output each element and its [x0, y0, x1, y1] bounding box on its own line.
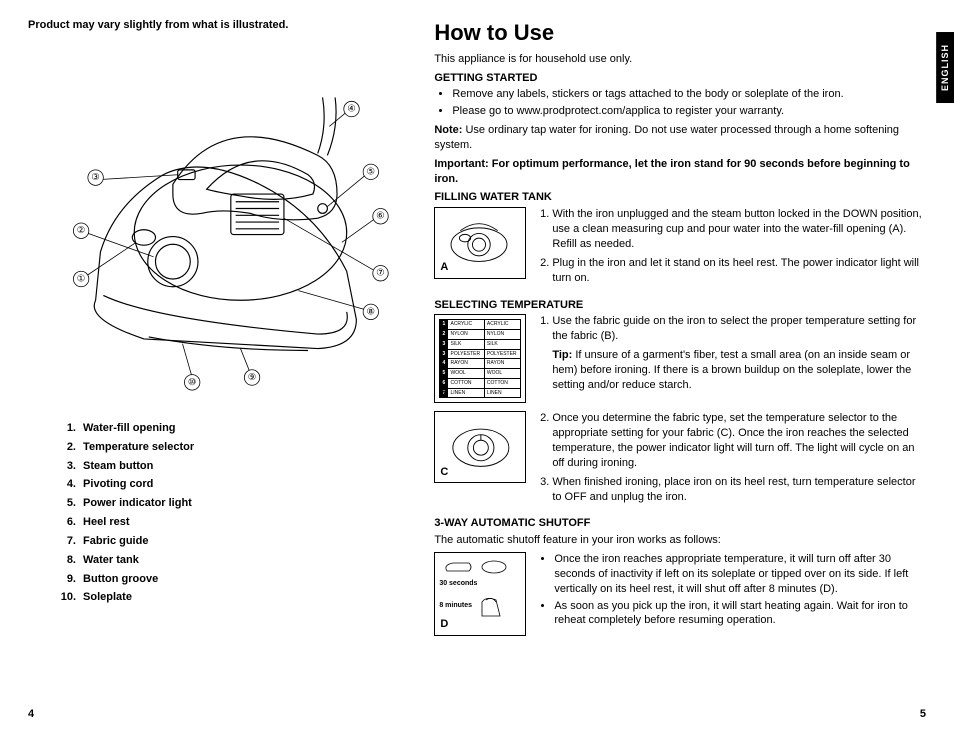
parts-item: 9. Button groove — [58, 572, 414, 587]
parts-item: 6. Heel rest — [58, 515, 414, 530]
getting-started-head: GETTING STARTED — [434, 71, 926, 86]
figure-label: B — [440, 385, 448, 400]
parts-item: 10. Soleplate — [58, 590, 414, 605]
parts-item: 4. Pivoting cord — [58, 477, 414, 492]
shutoff-time-8m: 8 minutes — [439, 601, 472, 610]
list-item: Please go to www.prodprotect.com/applica… — [452, 104, 926, 119]
list-item: With the iron unplugged and the steam bu… — [552, 207, 926, 252]
svg-text:⑦: ⑦ — [376, 268, 385, 279]
list-item: Once the iron reaches appropriate temper… — [554, 552, 926, 597]
disclaimer-text: Product may vary slightly from what is i… — [28, 18, 414, 33]
shutoff-time-30s: 30 seconds — [439, 579, 521, 588]
parts-item: 1. Water-fill opening — [58, 421, 414, 436]
svg-text:④: ④ — [347, 103, 356, 114]
list-item: When finished ironing, place iron on its… — [552, 475, 926, 505]
left-page: Product may vary slightly from what is i… — [28, 18, 414, 720]
selecting-steps-23: Once you determine the fabric type, set … — [536, 411, 926, 508]
list-item: As soon as you pick up the iron, it will… — [554, 599, 926, 629]
page-spread: Product may vary slightly from what is i… — [0, 0, 954, 738]
language-tab: ENGLISH — [936, 32, 954, 103]
page-title: How to Use — [434, 18, 926, 48]
list-item: Once you determine the fabric type, set … — [552, 411, 926, 470]
svg-text:⑥: ⑥ — [376, 211, 385, 222]
getting-started-list: Remove any labels, stickers or tags atta… — [452, 87, 926, 119]
selecting-head: SELECTING TEMPERATURE — [434, 298, 926, 313]
parts-legend: 1. Water-fill opening 2. Temperature sele… — [58, 421, 414, 605]
parts-item: 3. Steam button — [58, 459, 414, 474]
shutoff-intro: The automatic shutoff feature in your ir… — [434, 533, 926, 548]
parts-item: 7. Fabric guide — [58, 534, 414, 549]
page-number-right: 5 — [920, 707, 926, 722]
svg-text:①: ① — [77, 273, 86, 284]
figure-label: C — [440, 465, 448, 480]
list-item: Plug in the iron and let it stand on its… — [552, 256, 926, 286]
intro-text: This appliance is for household use only… — [434, 52, 926, 67]
figure-label: A — [440, 260, 448, 275]
figure-c: C — [434, 411, 526, 483]
parts-item: 8. Water tank — [58, 553, 414, 568]
svg-text:③: ③ — [91, 172, 100, 183]
svg-text:⑧: ⑧ — [367, 306, 376, 317]
parts-item: 2. Temperature selector — [58, 440, 414, 455]
list-item: Use the fabric guide on the iron to sele… — [552, 314, 926, 344]
right-page: How to Use This appliance is for househo… — [434, 18, 926, 720]
figure-a: A — [434, 207, 526, 279]
important-text: Important: For optimum performance, let … — [434, 157, 926, 187]
shutoff-head: 3-WAY AUTOMATIC SHUTOFF — [434, 516, 926, 531]
parts-item: 5. Power indicator light — [58, 496, 414, 511]
shutoff-items: Once the iron reaches appropriate temper… — [536, 552, 926, 632]
page-number-left: 4 — [28, 707, 34, 722]
filling-head: FILLING WATER TANK — [434, 190, 926, 205]
svg-text:⑤: ⑤ — [367, 166, 376, 177]
figure-label: D — [440, 617, 448, 632]
figure-d: 30 seconds 8 minutes D — [434, 552, 526, 636]
iron-diagram: ① ② ③ ④ ⑤ ⑥ ⑦ ⑧ ⑨ ⑩ — [28, 43, 414, 403]
svg-text:②: ② — [77, 225, 86, 236]
filling-steps: With the iron unplugged and the steam bu… — [536, 207, 926, 289]
svg-text:⑩: ⑩ — [188, 377, 197, 388]
svg-text:⑨: ⑨ — [248, 372, 257, 383]
selecting-step1: Use the fabric guide on the iron to sele… — [536, 314, 926, 392]
figure-b: 1ACRYLICACRYLIC2NYLONNYLON3SILKSILK3POLY… — [434, 314, 526, 403]
note-text: Note: Use ordinary tap water for ironing… — [434, 123, 926, 153]
list-item: Remove any labels, stickers or tags atta… — [452, 87, 926, 102]
